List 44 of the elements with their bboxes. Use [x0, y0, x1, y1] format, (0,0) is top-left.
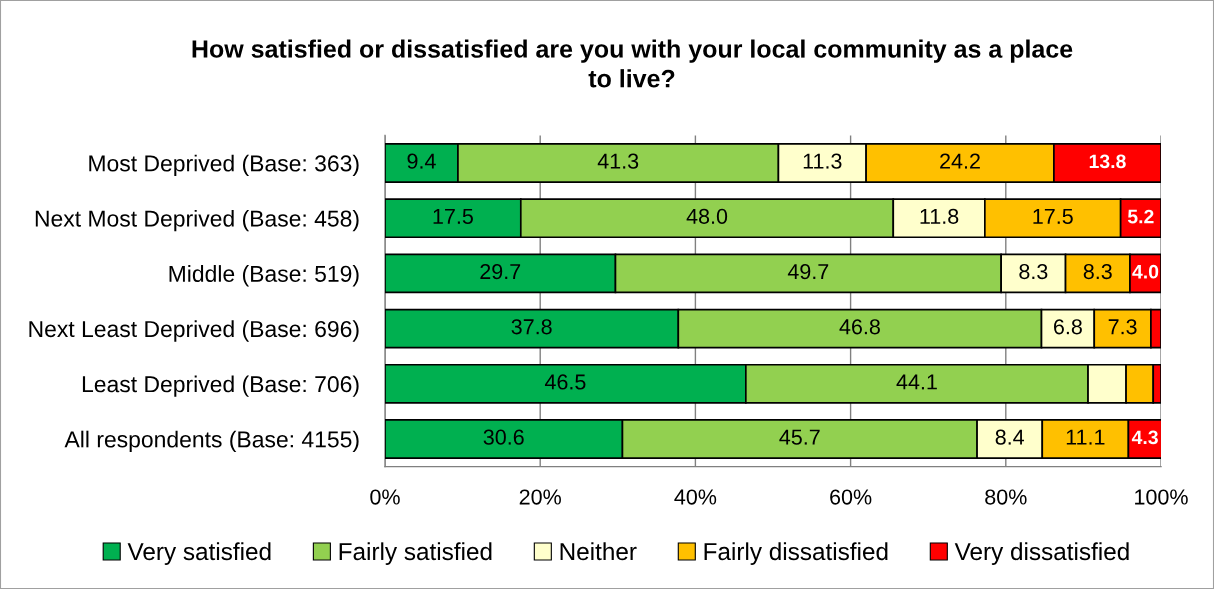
data-label: 46.5 — [544, 374, 586, 390]
x-tick-label: 80% — [985, 489, 1027, 505]
data-label: 8.3 — [1083, 263, 1112, 280]
data-label: 11.1 — [1066, 429, 1105, 445]
data-label: 11.8 — [920, 208, 959, 224]
x-tick-label: 0% — [370, 489, 400, 505]
data-label: 30.6 — [483, 429, 524, 445]
data-label: 45.7 — [779, 429, 820, 445]
data-label: 4.3 — [1131, 430, 1158, 445]
data-label: 44.1 — [896, 374, 937, 390]
legend-label: Very dissatisfied — [954, 542, 1129, 565]
y-tick-label: All respondents (Base: 4155) — [64, 430, 359, 453]
legend-label: Neither — [560, 542, 637, 561]
data-label: 48.0 — [686, 208, 728, 224]
y-tick-label: Next Least Deprived (Base: 696) — [29, 320, 359, 342]
data-label: 37.8 — [511, 319, 552, 335]
x-tick-label: 100% — [1135, 489, 1188, 505]
data-label: 7.3 — [1108, 319, 1137, 335]
x-tick-label: 20% — [519, 489, 561, 505]
x-tick-label: 60% — [830, 489, 872, 505]
data-label: 17.5 — [433, 208, 473, 224]
x-tick-label: 40% — [674, 489, 717, 505]
y-tick-label: Middle (Base: 519) — [169, 265, 359, 287]
data-label: 49.7 — [787, 263, 829, 280]
data-label: 8.3 — [1019, 263, 1048, 280]
chart-title: How satisfied or dissatisfied are you with your local community as a place to live? — [192, 39, 1073, 88]
data-label: 6.8 — [1054, 319, 1082, 335]
legend-label: Very satisfied — [127, 542, 271, 565]
data-label: 46.8 — [839, 319, 880, 335]
y-tick-label: Least Deprived (Base: 706) — [82, 375, 359, 397]
legend-label: Fairly dissatisfied — [704, 542, 888, 565]
data-label: 9.4 — [407, 153, 436, 169]
data-label: 24.2 — [940, 153, 980, 169]
data-label: 29.7 — [480, 263, 521, 280]
legend-label: Fairly satisfied — [339, 542, 492, 565]
data-label: 8.4 — [995, 429, 1025, 445]
data-label: 5.2 — [1127, 209, 1154, 224]
data-label: 13.8 — [1089, 154, 1126, 169]
data-label: 41.3 — [597, 153, 639, 169]
y-tick-label: Next Most Deprived (Base: 458) — [35, 209, 359, 232]
data-label: 4.0 — [1132, 264, 1159, 279]
data-label: 17.5 — [1033, 208, 1073, 224]
y-tick-label: Most Deprived (Base: 363) — [89, 154, 359, 177]
data-label: 11.3 — [803, 153, 842, 169]
